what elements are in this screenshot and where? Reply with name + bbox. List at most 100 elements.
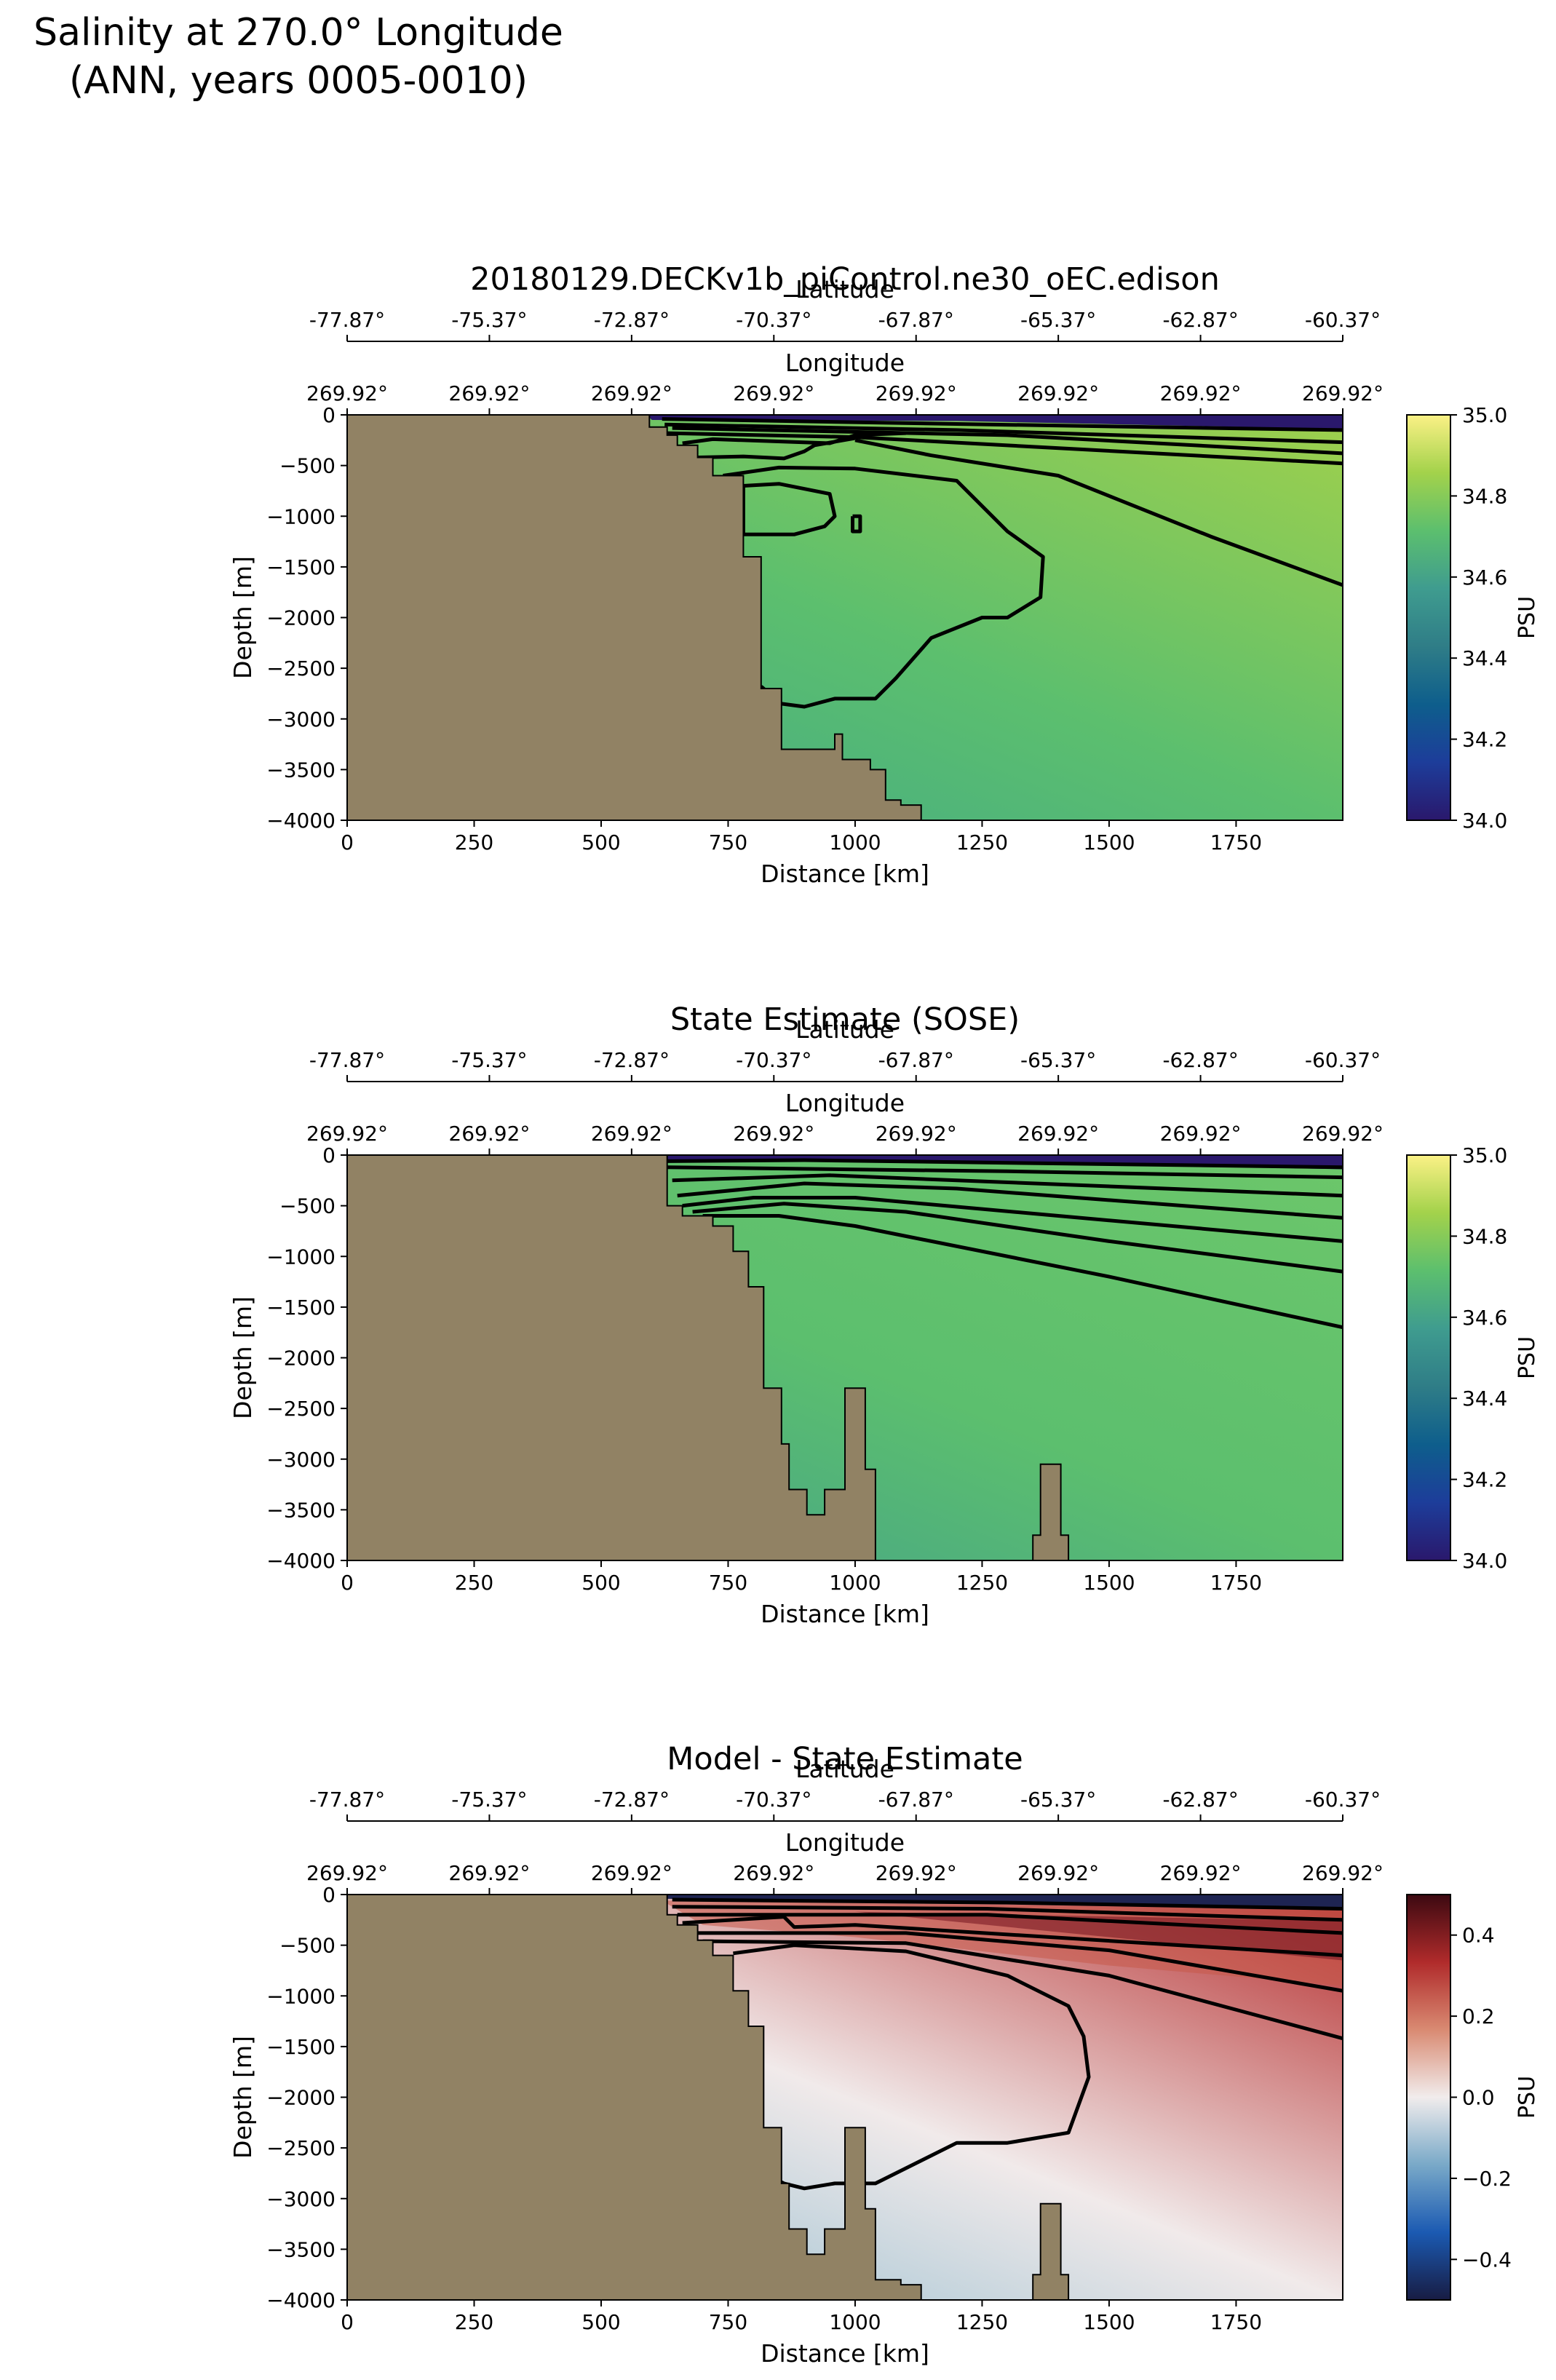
colorbar-tick-label: 35.0: [1462, 1143, 1507, 1167]
latitude-tick-label: -67.87°: [878, 1788, 954, 1812]
x-tick-label: 1250: [956, 2310, 1008, 2334]
panel-3: 0 250 500 750 1000 1250 1500 1750 Distance [km] 0…: [229, 1741, 1540, 2368]
latitude-tick-label: -75.37°: [451, 1788, 527, 1812]
longitude-tick-label: 269.92°: [591, 1122, 672, 1146]
contour-line-7: [741, 482, 837, 536]
panel-1: 0 250 500 750 1000 1250 1500 1750 Distance [km] 0…: [229, 261, 1540, 888]
latitude-tick-label: -67.87°: [878, 308, 954, 332]
longitude-tick-label: 269.92°: [1160, 1122, 1242, 1146]
latitude-tick-label: -72.87°: [594, 308, 670, 332]
longitude-tick-label: 269.92°: [306, 1861, 388, 1885]
x-tick-label: 0: [341, 1571, 354, 1595]
y-tick-label: −3500: [266, 758, 336, 782]
x-tick-label: 250: [455, 2310, 493, 2334]
contour-line-9: [723, 465, 1045, 709]
surface-fresh-layer: [646, 415, 1343, 429]
bathymetry-land: [347, 1895, 1070, 2300]
bathymetry-land: [347, 415, 922, 820]
longitude-tick-label: 269.92°: [733, 1861, 814, 1885]
colorbar-tick-label: 34.8: [1462, 484, 1507, 508]
longitude-tick-label: 269.92°: [1302, 1861, 1384, 1885]
longitude-tick-label: 269.92°: [448, 1861, 530, 1885]
panel-title: Model - State Estimate: [667, 1741, 1023, 1777]
colorbar-tick-label: 34.2: [1462, 1468, 1507, 1492]
longitude-tick-label: 269.92°: [448, 1122, 530, 1146]
colorbar: [1406, 1894, 1451, 2301]
colorbar: [1406, 414, 1451, 821]
x-tick-label: 1750: [1210, 1571, 1262, 1595]
x-tick-label: 1500: [1083, 830, 1135, 854]
contour-line-3: [672, 426, 1343, 456]
contour-line-2: [667, 1165, 1343, 1180]
longitude-tick-label: 269.92°: [1160, 1861, 1242, 1885]
y-tick-label: −4000: [266, 2288, 336, 2312]
contour-line-10: [854, 438, 1343, 587]
contour-line-5: [682, 1196, 1343, 1243]
longitude-tick-label: 269.92°: [591, 381, 672, 405]
y-tick-label: −500: [279, 1194, 336, 1218]
colorbar-tick-label: −0.2: [1462, 2167, 1512, 2191]
contour-line-1: [672, 1897, 1343, 1911]
contour-line-6: [702, 1939, 1343, 2041]
longitude-tick-label: 269.92°: [876, 1861, 957, 1885]
suptitle-line1: Salinity at 270.0° Longitude: [33, 11, 563, 55]
contour-line-4: [682, 1915, 1343, 1958]
panel-title: 20180129.DECKv1b_piControl.ne30_oEC.edis…: [470, 261, 1220, 298]
x-tick-label: 1250: [956, 1571, 1008, 1595]
colorbar-tick-label: 34.8: [1462, 1224, 1507, 1248]
y-tick-label: −2500: [266, 657, 336, 681]
longitude-tick-label: 269.92°: [306, 381, 388, 405]
y-tick-label: −500: [279, 454, 336, 478]
x-tick-label: 1250: [956, 830, 1008, 854]
x-axis-label: Distance [km]: [761, 1600, 929, 1628]
x-tick-label: 750: [709, 1571, 747, 1595]
latitude-tick-label: -72.87°: [594, 1788, 670, 1812]
latitude-tick-label: -75.37°: [451, 308, 527, 332]
y-tick-label: −2500: [266, 1397, 336, 1421]
x-axis-label: Distance [km]: [761, 2339, 929, 2368]
longitude-axis-label: Longitude: [785, 1089, 905, 1117]
longitude-axis-label: Longitude: [785, 1828, 905, 1857]
longitude-tick-label: 269.92°: [1017, 1861, 1099, 1885]
colorbar-tick-label: 0.0: [1462, 2086, 1495, 2110]
colorbar-label: PSU: [1515, 2076, 1540, 2119]
x-tick-label: 250: [455, 1571, 493, 1595]
latitude-tick-label: -65.37°: [1020, 1788, 1096, 1812]
x-tick-label: 0: [341, 2310, 354, 2334]
longitude-tick-label: 269.92°: [1017, 1122, 1099, 1146]
y-tick-label: −2000: [266, 1346, 336, 1371]
y-axis-label: Depth [m]: [229, 556, 257, 679]
longitude-tick-label: 269.92°: [591, 1861, 672, 1885]
suptitle-line2: (ANN, years 0005-0010): [69, 59, 528, 103]
longitude-tick-label: 269.92°: [733, 381, 814, 405]
colorbar-tick-label: −0.4: [1462, 2248, 1512, 2272]
latitude-tick-label: -72.87°: [594, 1048, 670, 1072]
longitude-tick-label: 269.92°: [733, 1122, 814, 1146]
colorbar-label: PSU: [1515, 596, 1540, 639]
panel-2: 0 250 500 750 1000 1250 1500 1750 Distance [km] 0…: [229, 1001, 1540, 1628]
contour-line-6: [692, 1202, 1343, 1274]
colorbar-tick-label: 34.6: [1462, 1306, 1507, 1330]
latitude-tick-label: -70.37°: [736, 308, 811, 332]
y-tick-label: 0: [322, 1883, 336, 1907]
panel-title: State Estimate (SOSE): [670, 1001, 1020, 1038]
colorbar-tick-label: 34.2: [1462, 728, 1507, 752]
contour-line-2: [672, 1905, 1343, 1922]
colorbar-tick-label: 35.0: [1462, 403, 1507, 427]
y-tick-label: −2000: [266, 606, 336, 630]
x-tick-label: 1000: [829, 1571, 881, 1595]
latitude-tick-label: -75.37°: [451, 1048, 527, 1072]
longitude-tick-label: 269.92°: [448, 381, 530, 405]
longitude-tick-label: 269.92°: [876, 381, 957, 405]
x-tick-label: 1500: [1083, 2310, 1135, 2334]
longitude-tick-label: 269.92°: [1302, 381, 1384, 405]
contour-line-2: [664, 422, 1343, 445]
contour-line-3: [677, 1913, 1343, 1935]
contour-line-7: [733, 1943, 1091, 2191]
x-tick-label: 500: [581, 830, 620, 854]
y-tick-label: −2500: [266, 2136, 336, 2160]
y-tick-label: −1000: [266, 504, 336, 528]
latitude-tick-label: -70.37°: [736, 1048, 811, 1072]
latitude-axis-label: Latitude: [795, 275, 894, 304]
x-tick-label: 0: [341, 830, 354, 854]
